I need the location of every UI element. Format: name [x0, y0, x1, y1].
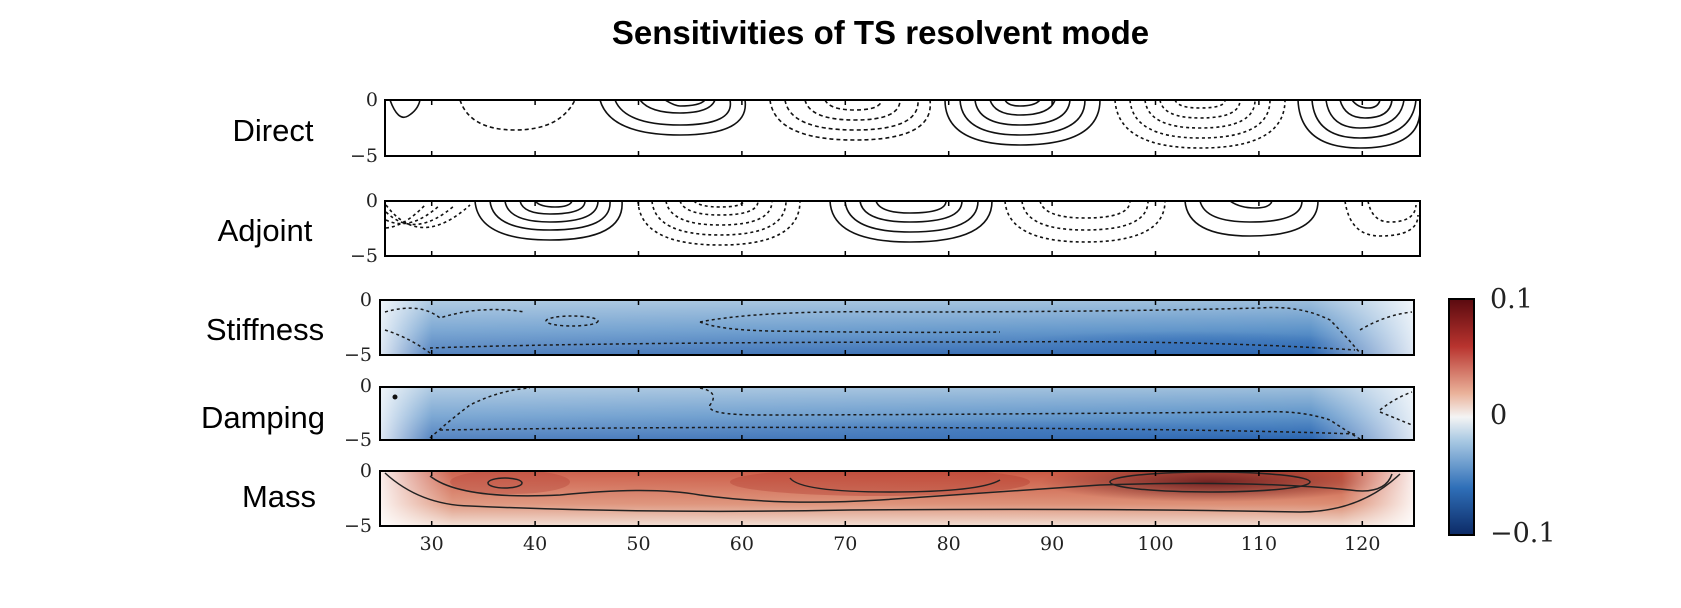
y-tick-label: −5	[344, 344, 372, 366]
x-tick-label: 60	[730, 533, 754, 555]
y-tick-label: 0	[360, 289, 372, 311]
panel-direct: 0 −5	[350, 89, 1421, 167]
panel-label-stiffness: Stiffness	[206, 312, 324, 347]
y-tick-label: −5	[344, 429, 372, 451]
x-tick-label: 100	[1137, 533, 1173, 555]
colorbar-tick-label: −0.1	[1490, 518, 1556, 549]
chart-title: Sensitivities of TS resolvent mode	[611, 14, 1150, 51]
panel-stiffness: 0 −5	[344, 289, 1415, 366]
x-tick-label: 50	[626, 533, 650, 555]
x-tick-label: 40	[523, 533, 547, 555]
y-tick-label: 0	[366, 190, 378, 212]
x-tick-label: 110	[1241, 533, 1277, 555]
x-tick-label: 80	[937, 533, 961, 555]
x-tick-label: 90	[1040, 533, 1064, 555]
colorbar: 0.1 0 −0.1	[1448, 284, 1556, 549]
x-tick-label: 120	[1344, 533, 1380, 555]
panel-mass: 0 −5	[344, 460, 1415, 537]
y-tick-label: 0	[366, 89, 378, 111]
panel-adjoint: 0 −5	[350, 190, 1421, 267]
y-tick-label: −5	[350, 245, 378, 267]
y-tick-label: −5	[350, 145, 378, 167]
panel-label-mass: Mass	[242, 479, 316, 514]
y-tick-label: 0	[360, 460, 372, 482]
panel-damping: 0 −5	[344, 375, 1415, 451]
panel-label-direct: Direct	[233, 113, 314, 148]
colorbar-tick-label: 0.1	[1490, 284, 1533, 315]
panel-label-damping: Damping	[201, 400, 325, 435]
x-axis: 30 40 50 60 70 80 90 100 110 120	[420, 100, 1380, 555]
panel-label-adjoint: Adjoint	[218, 213, 313, 248]
y-tick-label: 0	[360, 375, 372, 397]
x-tick-label: 70	[833, 533, 857, 555]
x-tick-label: 30	[420, 533, 444, 555]
y-tick-label: −5	[344, 515, 372, 537]
colorbar-tick-label: 0	[1490, 400, 1507, 431]
